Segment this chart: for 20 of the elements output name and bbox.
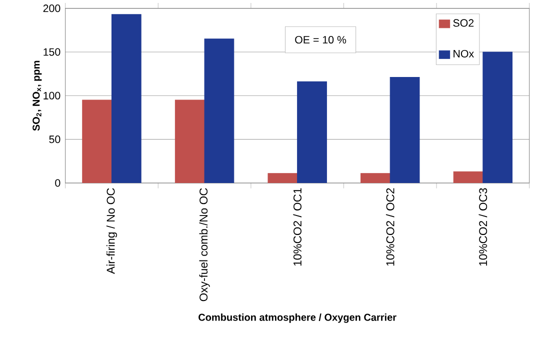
x-tick-label: Air-firing / No OC <box>106 188 118 274</box>
x-axis-title: Combustion atmosphere / Oxygen Carrier <box>198 314 396 323</box>
bar <box>482 52 513 183</box>
bar <box>111 14 142 183</box>
legend-label: NOx <box>454 50 474 58</box>
y-tick-label: 50 <box>49 136 60 144</box>
legend-label: SO2 <box>453 19 474 27</box>
y-tick-label: 100 <box>44 92 60 100</box>
annotation: OE = 10 % <box>295 36 346 44</box>
x-tick-label: Oxy-fuel comb./No OC <box>199 188 210 302</box>
y-tick-label: 0 <box>55 179 60 187</box>
bar <box>297 81 327 183</box>
x-tick-label: 10%CO2 / OC2 <box>386 188 394 266</box>
bar <box>204 38 234 183</box>
x-tick-label: 10%CO2 / OC1 <box>293 188 302 266</box>
y-tick-label: 200 <box>43 4 60 12</box>
x-tick-label: 10%CO2 / OC3 <box>478 188 488 266</box>
y-tick-label: 150 <box>44 48 60 56</box>
y-axis-title: SO$_{2}$, NO$_{x}$, ppm <box>32 60 42 131</box>
bar <box>390 77 420 183</box>
